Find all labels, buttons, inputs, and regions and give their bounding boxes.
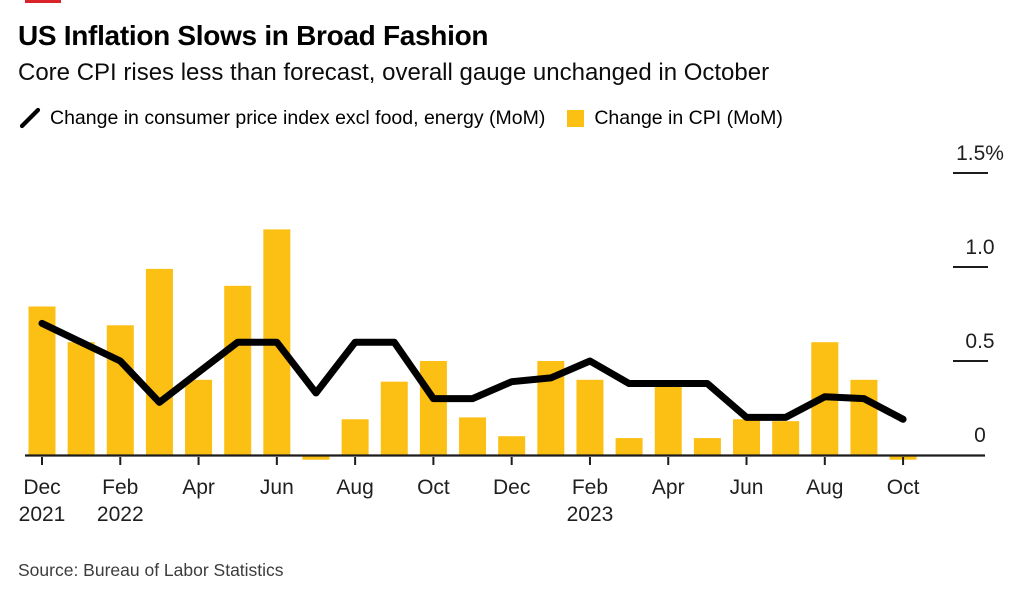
slash-icon xyxy=(19,107,41,129)
legend-label-cpi: Change in CPI (MoM) xyxy=(594,106,783,129)
square-icon xyxy=(567,109,585,127)
x-tick-label-year: 2022 xyxy=(97,503,144,526)
x-tick-label-month: Apr xyxy=(652,476,685,499)
y-tick-label-1.0: 1.0 xyxy=(965,236,994,259)
x-tick-label-month: Aug xyxy=(336,476,373,499)
x-tick-label-year: 2023 xyxy=(567,503,614,526)
x-tick-label-month: Jun xyxy=(730,476,764,499)
bar-aug-2022 xyxy=(341,419,369,455)
bar-apr-2023 xyxy=(654,385,682,455)
y-tick-label-0: 0 xyxy=(974,424,986,447)
chart-legend: Change in consumer price index excl food… xyxy=(18,106,783,130)
bar-mar-2023 xyxy=(615,438,643,455)
x-tick-label-month: Dec xyxy=(23,476,60,499)
source-note: Source: Bureau of Labor Statistics xyxy=(18,560,284,580)
bar-may-2022 xyxy=(224,285,252,455)
x-tick-label-month: Aug xyxy=(806,476,843,499)
x-tick-label-month: Dec xyxy=(493,476,530,499)
legend-label-core-cpi: Change in consumer price index excl food… xyxy=(50,106,546,129)
bar-jun-2023 xyxy=(733,419,761,455)
bar-jul-2023 xyxy=(772,421,800,455)
bar-feb-2023 xyxy=(576,379,604,455)
chart-subtitle: Core CPI rises less than forecast, overa… xyxy=(18,59,770,86)
x-tick-label-month: Oct xyxy=(887,476,920,499)
bar-dec-2022 xyxy=(498,436,526,455)
bar-oct-2022 xyxy=(419,361,447,455)
y-tick-label-0.5: 0.5 xyxy=(965,330,994,353)
bar-feb-2022 xyxy=(106,325,134,455)
x-tick-label-month: Oct xyxy=(417,476,450,499)
chart-title: US Inflation Slows in Broad Fashion xyxy=(18,20,489,51)
x-tick-label-month: Feb xyxy=(102,476,138,499)
bar-jul-2022 xyxy=(302,456,330,460)
x-tick-label-month: Apr xyxy=(182,476,215,499)
x-tick-label-month: Feb xyxy=(572,476,608,499)
bar-jan-2022 xyxy=(67,342,95,455)
bar-sep-2022 xyxy=(380,381,408,455)
bar-sep-2023 xyxy=(850,379,878,455)
x-tick-label-year: 2021 xyxy=(19,503,66,526)
bar-mar-2022 xyxy=(145,268,173,455)
bar-apr-2022 xyxy=(185,379,213,455)
bar-may-2023 xyxy=(693,438,721,455)
red-accent-mark xyxy=(25,0,61,3)
x-tick-label-month: Jun xyxy=(260,476,294,499)
core-cpi-line xyxy=(38,319,907,423)
y-tick-label-1.5%: 1.5% xyxy=(956,142,1004,165)
bar-nov-2022 xyxy=(459,417,487,455)
